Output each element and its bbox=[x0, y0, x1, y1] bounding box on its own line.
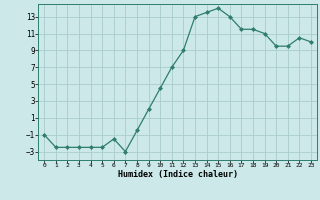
X-axis label: Humidex (Indice chaleur): Humidex (Indice chaleur) bbox=[118, 170, 238, 179]
